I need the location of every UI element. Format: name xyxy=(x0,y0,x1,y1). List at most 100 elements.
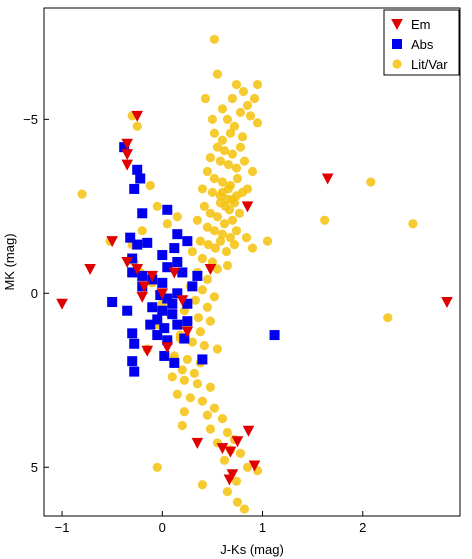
legend-label: Lit/Var xyxy=(411,57,448,72)
legend-label: Abs xyxy=(411,37,434,52)
data-point xyxy=(138,281,151,293)
legend: Em Abs Lit/Var xyxy=(383,9,460,76)
data-point xyxy=(172,212,182,222)
data-point xyxy=(366,177,376,187)
data-point xyxy=(222,427,233,438)
data-point xyxy=(167,298,178,309)
data-point xyxy=(229,240,240,250)
data-point xyxy=(167,372,177,382)
x-tick-label: −1 xyxy=(55,520,70,535)
data-point xyxy=(269,330,280,341)
data-point xyxy=(408,219,418,229)
data-point xyxy=(222,114,233,124)
series-em xyxy=(56,110,453,486)
data-point xyxy=(141,345,154,357)
data-point xyxy=(132,239,143,250)
data-point xyxy=(252,79,263,90)
data-point xyxy=(202,410,212,420)
data-point xyxy=(162,262,173,273)
data-point xyxy=(168,267,181,279)
data-point xyxy=(131,110,144,122)
data-point xyxy=(202,274,212,284)
data-point xyxy=(121,149,133,161)
data-point xyxy=(224,446,237,458)
data-point xyxy=(192,270,203,281)
data-point xyxy=(247,166,258,177)
data-point xyxy=(219,455,230,465)
data-point xyxy=(205,153,215,163)
data-point xyxy=(225,233,236,243)
data-point xyxy=(247,243,258,253)
data-point xyxy=(241,233,252,243)
data-point xyxy=(127,253,138,264)
data-point xyxy=(207,114,218,124)
data-point xyxy=(122,305,133,316)
data-point xyxy=(172,288,183,299)
data-point xyxy=(187,246,197,257)
data-point xyxy=(195,236,205,246)
x-tick-label: 0 xyxy=(159,520,166,535)
y-tick-label: 0 xyxy=(31,286,38,301)
data-point xyxy=(107,297,118,308)
data-point xyxy=(209,403,220,413)
data-point xyxy=(205,316,215,326)
data-point xyxy=(234,208,245,218)
data-point xyxy=(441,297,453,309)
data-point xyxy=(179,375,189,385)
data-points xyxy=(56,34,453,514)
data-point xyxy=(189,368,199,378)
data-point xyxy=(162,219,172,229)
data-point xyxy=(129,366,140,377)
data-point xyxy=(159,323,170,334)
data-point xyxy=(182,236,193,247)
data-point xyxy=(177,420,187,431)
data-point xyxy=(200,93,210,104)
data-point xyxy=(106,236,118,248)
data-point xyxy=(209,34,220,44)
data-point xyxy=(179,407,189,417)
data-point xyxy=(219,219,230,229)
data-point xyxy=(127,267,138,278)
data-point xyxy=(177,267,188,278)
data-point xyxy=(152,330,163,341)
data-point xyxy=(207,187,218,198)
data-point xyxy=(209,292,220,302)
data-point xyxy=(202,302,212,312)
data-point xyxy=(127,356,138,367)
data-point xyxy=(197,184,207,194)
data-point xyxy=(199,201,209,211)
data-point xyxy=(195,326,205,337)
data-point xyxy=(132,164,143,175)
data-point xyxy=(223,159,234,170)
data-point xyxy=(241,201,254,213)
data-point xyxy=(217,413,228,424)
data-point xyxy=(182,354,192,365)
data-point xyxy=(199,340,209,351)
data-point xyxy=(177,365,187,375)
plot-frame xyxy=(43,7,461,517)
data-point xyxy=(249,93,260,104)
data-point xyxy=(121,257,133,268)
data-point xyxy=(205,424,215,434)
data-point xyxy=(157,250,168,261)
data-point xyxy=(185,393,195,403)
data-point xyxy=(227,149,238,159)
data-point xyxy=(242,462,253,472)
data-point xyxy=(231,191,242,201)
data-point xyxy=(191,437,204,449)
data-point xyxy=(147,302,158,313)
data-point xyxy=(137,208,148,219)
data-point xyxy=(145,319,156,330)
data-point xyxy=(152,314,163,325)
data-point xyxy=(197,396,207,406)
data-point xyxy=(221,246,232,257)
data-point xyxy=(235,448,246,458)
data-point xyxy=(231,226,242,236)
legend-items: Em Abs Lit/Var xyxy=(391,17,448,72)
data-point xyxy=(157,277,168,288)
data-point xyxy=(129,338,140,349)
x-tick-label: 1 xyxy=(259,520,266,535)
data-point xyxy=(159,350,170,361)
data-point xyxy=(210,243,221,253)
